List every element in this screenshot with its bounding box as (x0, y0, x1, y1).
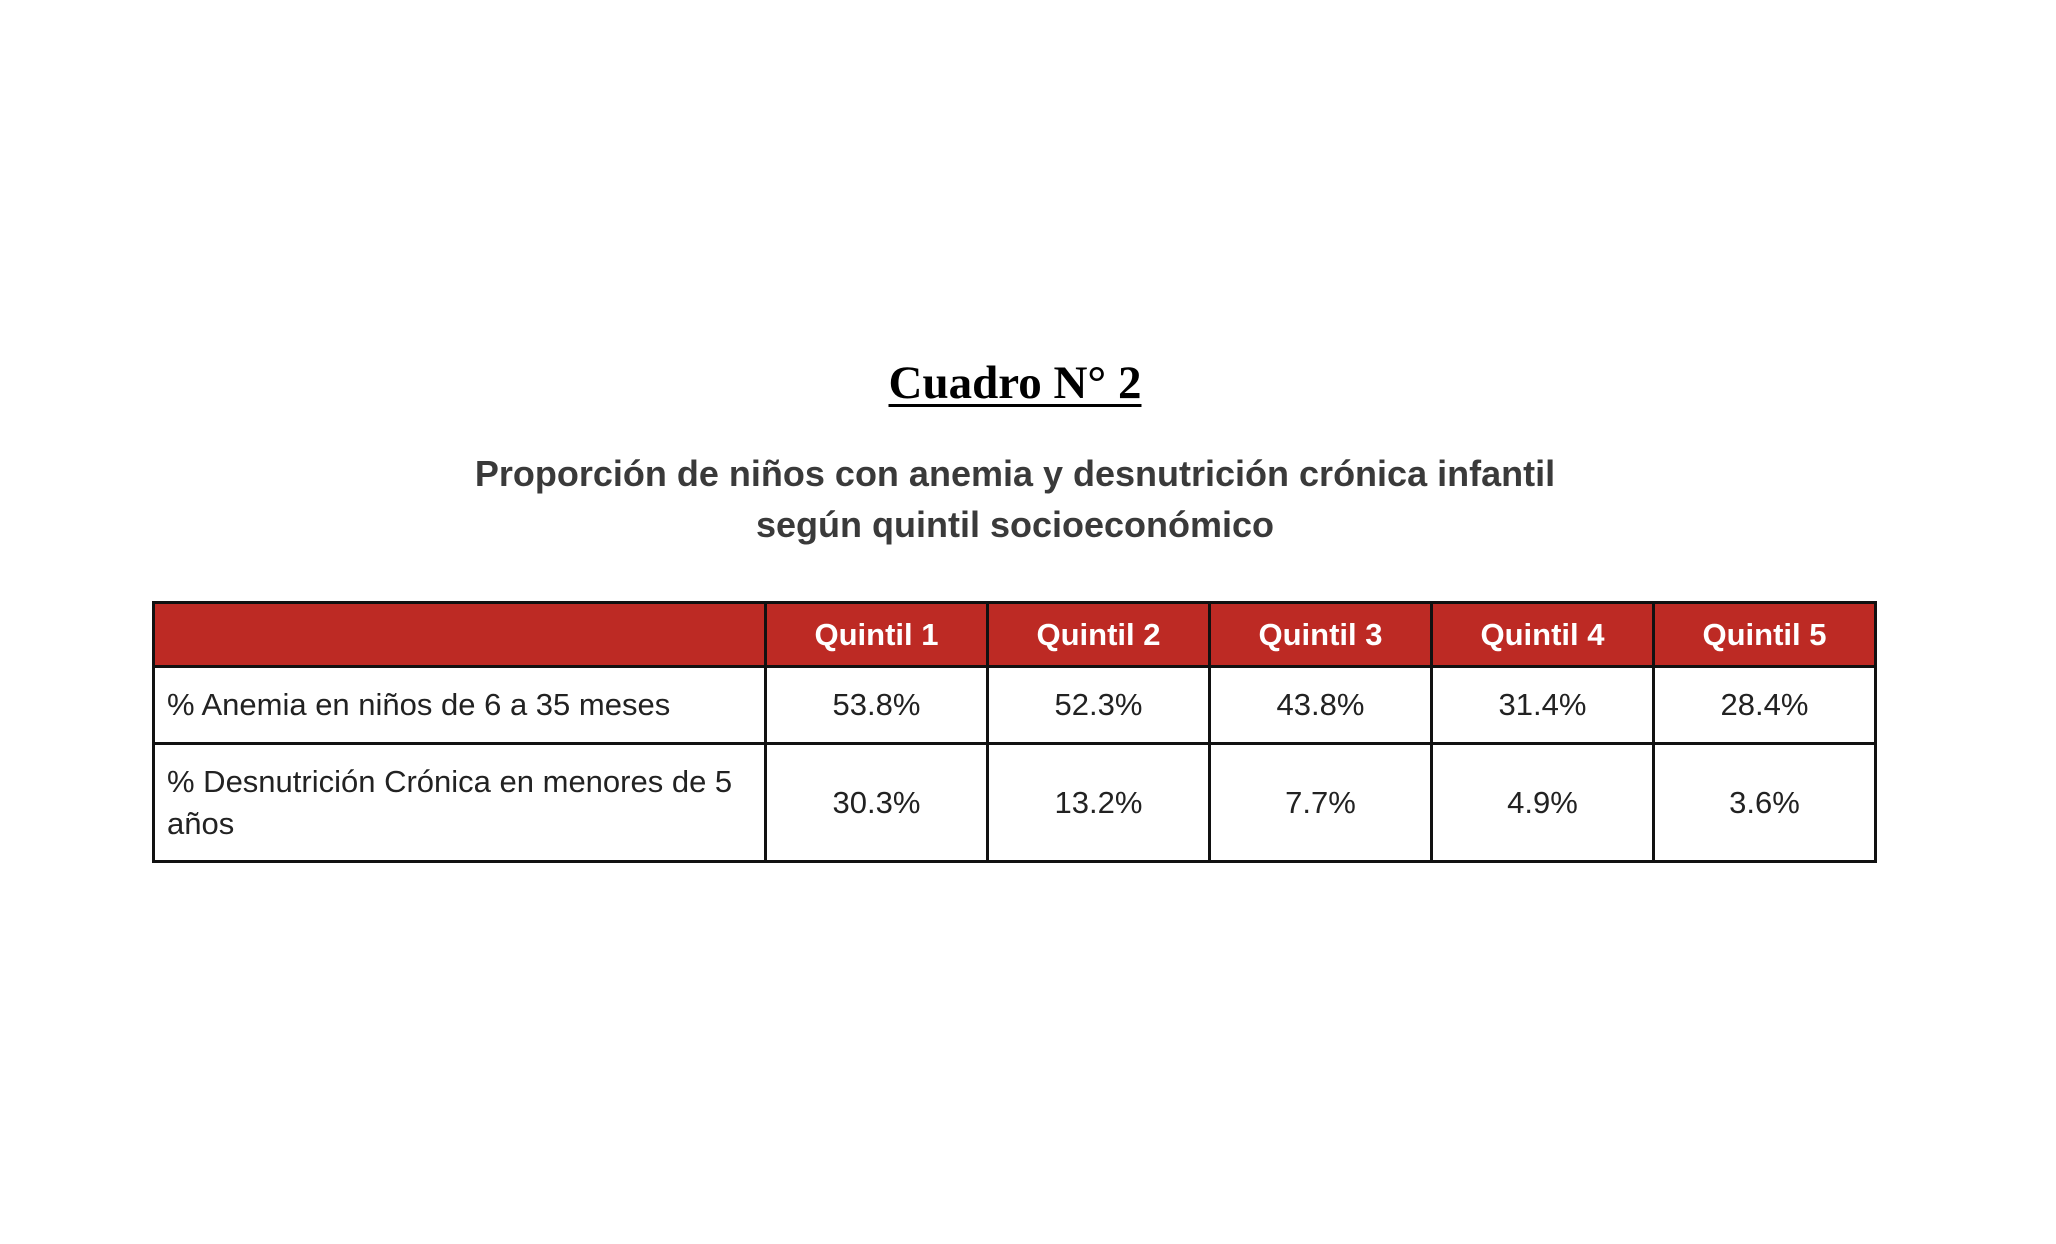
row-label: % Desnutrición Crónica en menores de 5 a… (152, 742, 767, 863)
page-title: Cuadro N° 2 (888, 357, 1142, 409)
table-cell: 31.4% (1430, 665, 1655, 745)
column-header-quintil-2: Quintil 2 (986, 601, 1211, 668)
table-cell: 30.3% (764, 742, 989, 863)
table-cell: 4.9% (1430, 742, 1655, 863)
row-label: % Anemia en niños de 6 a 35 meses (152, 665, 767, 745)
table-cell: 52.3% (986, 665, 1211, 745)
table-cell: 13.2% (986, 742, 1211, 863)
column-header-quintil-4: Quintil 4 (1430, 601, 1655, 668)
subtitle-line-1: Proporción de niños con anemia y desnutr… (474, 453, 1556, 494)
data-table: Quintil 1 Quintil 2 Quintil 3 Quintil 4 … (152, 601, 1877, 863)
subtitle-line-2: según quintil socioeconómico (755, 504, 1275, 545)
column-header-quintil-5: Quintil 5 (1652, 601, 1877, 668)
column-header-quintil-1: Quintil 1 (764, 601, 989, 668)
table-cell: 43.8% (1208, 665, 1433, 745)
table-row-desnutricion: % Desnutrición Crónica en menores de 5 a… (152, 742, 1877, 863)
column-header-quintil-3: Quintil 3 (1208, 601, 1433, 668)
table-subtitle: Proporción de niños con anemia y desnutr… (0, 448, 2030, 550)
table-cell: 7.7% (1208, 742, 1433, 863)
table-cell: 3.6% (1652, 742, 1877, 863)
header-row: Quintil 1 Quintil 2 Quintil 3 Quintil 4 … (152, 601, 1877, 668)
table-row-anemia: % Anemia en niños de 6 a 35 meses 53.8% … (152, 665, 1877, 745)
table-cell: 53.8% (764, 665, 989, 745)
table-cell: 28.4% (1652, 665, 1877, 745)
corner-cell (152, 601, 767, 668)
